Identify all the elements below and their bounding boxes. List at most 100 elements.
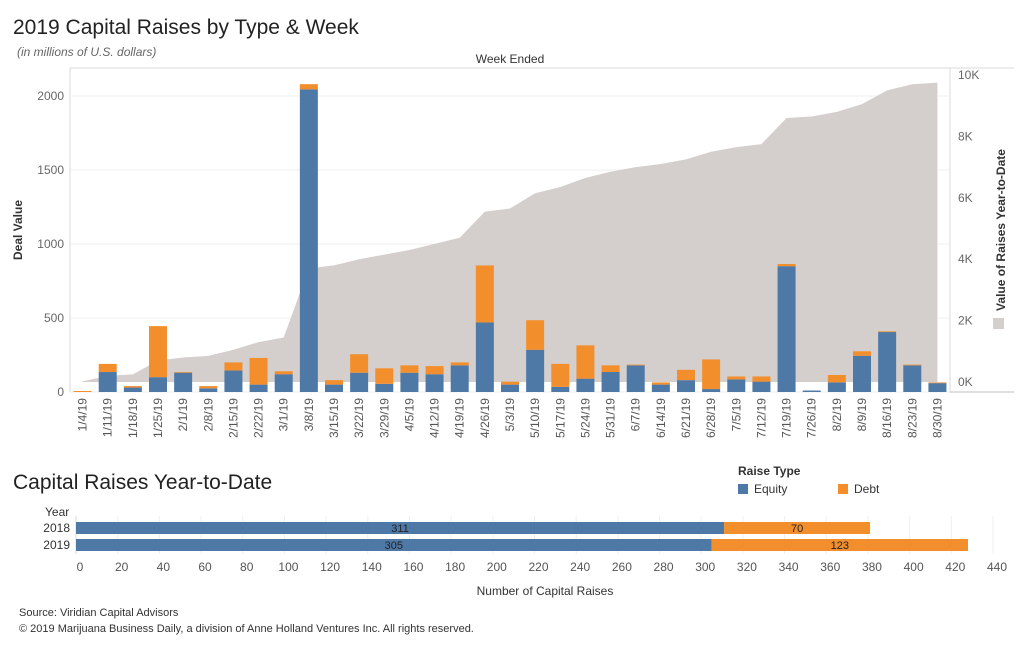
legend-title: Raise Type xyxy=(738,464,801,478)
bar-debt-11 xyxy=(350,354,369,373)
x-tick-label-400: 400 xyxy=(904,560,924,574)
legend: Raise Type Equity Debt xyxy=(738,464,879,496)
x-tick-label-33: 8/23/19 xyxy=(905,398,919,438)
source-note: Source: Viridian Capital Advisors xyxy=(19,607,179,619)
x-tick-label-360: 360 xyxy=(820,560,840,574)
bar-empty-0 xyxy=(73,391,92,392)
x-tick-label-17: 5/3/19 xyxy=(503,398,517,432)
x-tick-label-340: 340 xyxy=(779,560,799,574)
x-tick-label-260: 260 xyxy=(612,560,632,574)
x-tick-label-8: 3/1/19 xyxy=(277,398,291,432)
x-tick-label-320: 320 xyxy=(737,560,757,574)
x-tick-label-220: 220 xyxy=(528,560,548,574)
x-tick-label-380: 380 xyxy=(862,560,882,574)
bar-debt-3 xyxy=(149,326,167,378)
x-tick-label-34: 8/30/19 xyxy=(930,398,944,438)
y2-axis-title: Value of Raises Year-to-Date xyxy=(994,149,1008,311)
x-tick-label-28: 7/19/19 xyxy=(780,398,794,438)
legend-item-debt[interactable]: Debt xyxy=(838,482,879,496)
ytd-x-axis-title: Number of Capital Raises xyxy=(477,584,614,598)
ytd-value-area xyxy=(82,82,938,383)
x-tick-label-5: 2/8/19 xyxy=(201,398,215,432)
bar-equity-29 xyxy=(802,390,821,392)
x-tick-label-18: 5/10/19 xyxy=(528,398,542,438)
x-tick-label-26: 7/5/19 xyxy=(729,398,743,432)
x-tick-label-9: 3/8/19 xyxy=(302,398,316,432)
bar-debt-15 xyxy=(450,362,469,366)
ytd-chart: 0 20 40 60 80 100 120 140 160 180 200 220 240 260 280 3… xyxy=(43,505,1007,598)
bar-equity-18 xyxy=(526,349,545,392)
x-tick-label-24: 6/21/19 xyxy=(679,398,693,438)
bar-equity-15 xyxy=(450,365,469,392)
bar-equity-8 xyxy=(274,374,293,392)
bar-debt-31 xyxy=(853,351,871,356)
bar-equity-6 xyxy=(224,370,243,392)
bar-debt-27 xyxy=(752,376,771,382)
y2-tick-label-4: 8K xyxy=(958,129,973,143)
x-tick-label-1: 1/11/19 xyxy=(101,398,115,437)
y2-tick-label-3: 6K xyxy=(958,191,973,205)
x-tick-label-16: 4/26/19 xyxy=(478,398,492,438)
y-axis-title: Deal Value xyxy=(11,200,25,260)
x-tick-label-300: 300 xyxy=(695,560,715,574)
y2-tick-label-1: 2K xyxy=(958,314,973,328)
bar-equity-10 xyxy=(325,384,343,392)
y2-tick-label-0: 0K xyxy=(958,375,973,389)
bar-debt-28 xyxy=(777,263,796,267)
bar-equity-11 xyxy=(350,372,369,392)
bar-equity-17 xyxy=(501,384,519,392)
legend-label-debt: Debt xyxy=(854,482,880,496)
legend-swatch-debt xyxy=(838,484,848,494)
bar-debt-33 xyxy=(903,364,922,366)
ytd-label-equity-2018: 311 xyxy=(391,523,409,535)
bar-debt-24 xyxy=(677,369,695,381)
x-tick-label-140: 140 xyxy=(362,560,382,574)
bar-equity-3 xyxy=(149,377,167,392)
x-tick-label-21: 5/31/19 xyxy=(604,398,618,438)
x-tick-label-13: 4/5/19 xyxy=(402,398,416,432)
x-tick-label-2: 1/18/19 xyxy=(126,398,140,438)
bar-debt-22 xyxy=(626,364,645,366)
x-tick-label-6: 2/15/19 xyxy=(226,398,240,438)
ytd-label-debt-2019: 123 xyxy=(831,540,849,552)
x-tick-label-440: 440 xyxy=(987,560,1007,574)
bar-equity-26 xyxy=(727,379,746,392)
y2-tick-label-2: 4K xyxy=(958,252,973,266)
bar-debt-6 xyxy=(224,362,243,371)
legend-item-equity[interactable]: Equity xyxy=(738,482,787,496)
x-tick-label-29: 7/26/19 xyxy=(805,398,819,438)
copyright-note: © 2019 Marijuana Business Daily, a divis… xyxy=(19,623,474,635)
x-tick-label-3: 1/25/19 xyxy=(151,398,165,438)
x-tick-label-31: 8/9/19 xyxy=(855,398,869,432)
bar-debt-21 xyxy=(601,365,620,373)
y-tick-label-1000: 1000 xyxy=(37,237,64,251)
bar-equity-16 xyxy=(475,322,494,392)
chart-title: 2019 Capital Raises by Type & Week xyxy=(13,16,359,39)
bar-equity-1 xyxy=(98,372,117,392)
y-tick-label-1500: 1500 xyxy=(37,163,64,177)
bar-equity-21 xyxy=(601,372,620,392)
year-label-2018: 2018 xyxy=(43,521,70,535)
bar-debt-30 xyxy=(827,374,846,383)
ytd-bar-debt-2019 xyxy=(711,539,968,551)
x-tick-label-160: 160 xyxy=(403,560,423,574)
legend-label-equity: Equity xyxy=(754,482,788,496)
x-tick-label-27: 7/12/19 xyxy=(754,398,768,438)
bar-debt-32 xyxy=(878,331,897,333)
x-tick-label-200: 200 xyxy=(487,560,507,574)
x-tick-label-14: 4/12/19 xyxy=(428,398,442,438)
bar-equity-28 xyxy=(777,266,796,392)
bar-equity-13 xyxy=(400,372,419,392)
weekly-chart: 0 500 1000 1500 2000 0K 2K 4K 6K 8K 10K 1/4/19 1/11/… xyxy=(11,52,1014,438)
bar-debt-25 xyxy=(702,359,721,390)
x-tick-label-20: 20 xyxy=(115,560,129,574)
x-tick-label-12: 3/29/19 xyxy=(377,398,391,438)
x-tick-label-0: 0 xyxy=(77,560,84,574)
legend-swatch-equity xyxy=(738,484,748,494)
y-tick-label-2000: 2000 xyxy=(37,89,64,103)
bar-debt-17 xyxy=(501,381,519,385)
x-axis-title: Week Ended xyxy=(476,52,545,66)
bar-equity-19 xyxy=(551,386,570,392)
bar-debt-2 xyxy=(123,386,142,388)
x-tick-label-420: 420 xyxy=(945,560,965,574)
